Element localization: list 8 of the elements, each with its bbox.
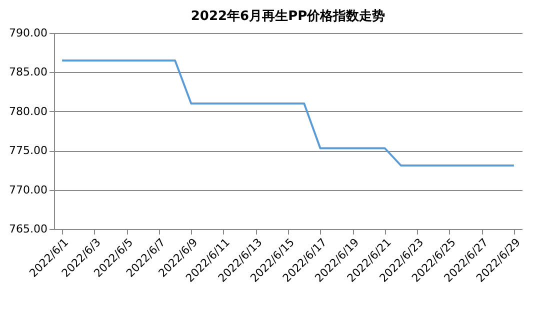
y-tick-label: 790.00: [9, 26, 48, 40]
chart-title: 2022年6月再生PP价格指数走势: [190, 8, 386, 24]
line-series: [61, 59, 515, 166]
y-tick-label: 765.00: [9, 222, 48, 236]
y-tick-label: 770.00: [9, 183, 48, 196]
y-tick-label: 785.00: [9, 66, 48, 79]
y-tick-label: 780.00: [9, 104, 48, 118]
y-tick-label: 775.00: [9, 144, 48, 158]
